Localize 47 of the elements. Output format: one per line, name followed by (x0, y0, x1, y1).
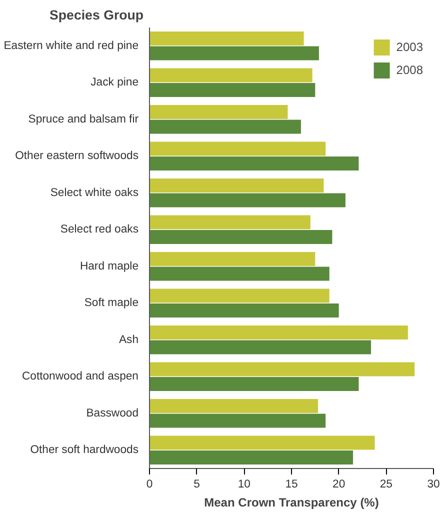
bar (150, 252, 316, 266)
y-tick-label: Basswood (86, 407, 138, 420)
y-tick-label: Jack pine (90, 76, 138, 89)
y-tick-label: Spruce and balsam fir (28, 113, 139, 126)
bar (150, 414, 326, 428)
bar (150, 120, 301, 134)
bar (150, 303, 339, 318)
legend-label: 2003 (396, 40, 423, 54)
bar (150, 32, 304, 46)
bar (150, 215, 310, 230)
bar (150, 230, 332, 244)
bar (150, 178, 324, 193)
bar (150, 68, 312, 82)
bar (150, 288, 330, 303)
y-tick-label: Eastern white and red pine (4, 40, 138, 52)
x-tick-label: 25 (380, 478, 392, 490)
y-tick-label: Ash (118, 334, 139, 346)
y-tick-label: Cottonwood and aspen (22, 370, 139, 383)
bar (150, 266, 330, 281)
y-tick-label: Select white oaks (50, 186, 139, 199)
x-tick-label: 20 (332, 478, 346, 490)
bar (150, 193, 346, 208)
bar (150, 436, 375, 450)
x-tick-label: 30 (427, 478, 440, 490)
y-tick-label: Other eastern softwoods (15, 150, 139, 162)
bar (150, 46, 319, 60)
y-tick-label: Soft maple (84, 297, 139, 310)
x-tick-label: 10 (238, 478, 250, 490)
bar (150, 340, 372, 354)
chart-title: Species Group (50, 8, 144, 22)
legend-label: 2008 (396, 63, 423, 77)
bar (150, 450, 354, 464)
bar (150, 326, 408, 340)
x-axis-title: Mean Crown Transparency (%) (204, 496, 379, 510)
bar (150, 142, 326, 156)
x-tick-label: 15 (285, 478, 298, 490)
y-tick-label: Other soft hardwoods (30, 444, 139, 456)
y-tick-label: Hard maple (80, 260, 139, 272)
y-tick-label: Select red oaks (60, 224, 139, 236)
bar (150, 399, 318, 414)
bar (150, 376, 359, 391)
x-tick-label: 5 (194, 478, 200, 490)
bar (150, 82, 316, 97)
bar (150, 156, 359, 170)
bar (150, 362, 415, 376)
x-tick-label: 0 (146, 478, 153, 490)
bar (150, 105, 288, 120)
